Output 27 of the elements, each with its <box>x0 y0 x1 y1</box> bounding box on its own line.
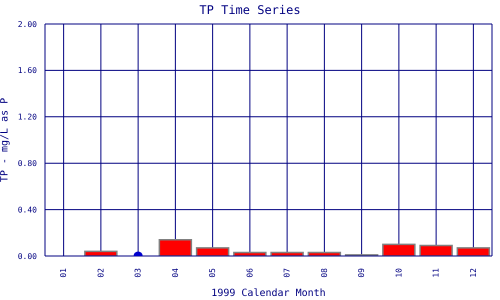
x-tick-label: 01 <box>59 268 68 278</box>
bar <box>419 244 453 256</box>
bar <box>196 247 230 256</box>
x-tick-label: 12 <box>468 268 478 278</box>
x-tick-label: 03 <box>134 268 143 278</box>
bar <box>84 250 118 256</box>
x-tick-label: 11 <box>432 268 441 278</box>
y-axis-title: TP - mg/L as P <box>0 98 11 182</box>
bar <box>382 244 416 256</box>
y-tick-label: 0.40 <box>18 205 38 214</box>
x-tick-label: 09 <box>357 268 366 278</box>
x-tick-label: 02 <box>96 268 106 278</box>
bar <box>456 247 490 256</box>
y-tick-label: 0.80 <box>18 159 38 168</box>
y-tick-label: 1.20 <box>18 112 38 122</box>
x-tick-label: 05 <box>208 268 218 278</box>
bar <box>158 239 192 256</box>
x-tick-label: 07 <box>282 268 292 278</box>
chart-title: TP Time Series <box>198 3 302 17</box>
y-tick-label: 1.60 <box>18 66 38 76</box>
y-tick-label: 0.00 <box>18 252 38 261</box>
x-axis-title: 1999 Calendar Month <box>211 288 326 299</box>
y-tick-label: 2.00 <box>18 20 38 29</box>
x-tick-label: 10 <box>394 268 404 278</box>
x-tick-label: 04 <box>170 268 180 278</box>
x-tick-label: 08 <box>320 268 329 278</box>
x-tick-label: 06 <box>245 268 254 278</box>
